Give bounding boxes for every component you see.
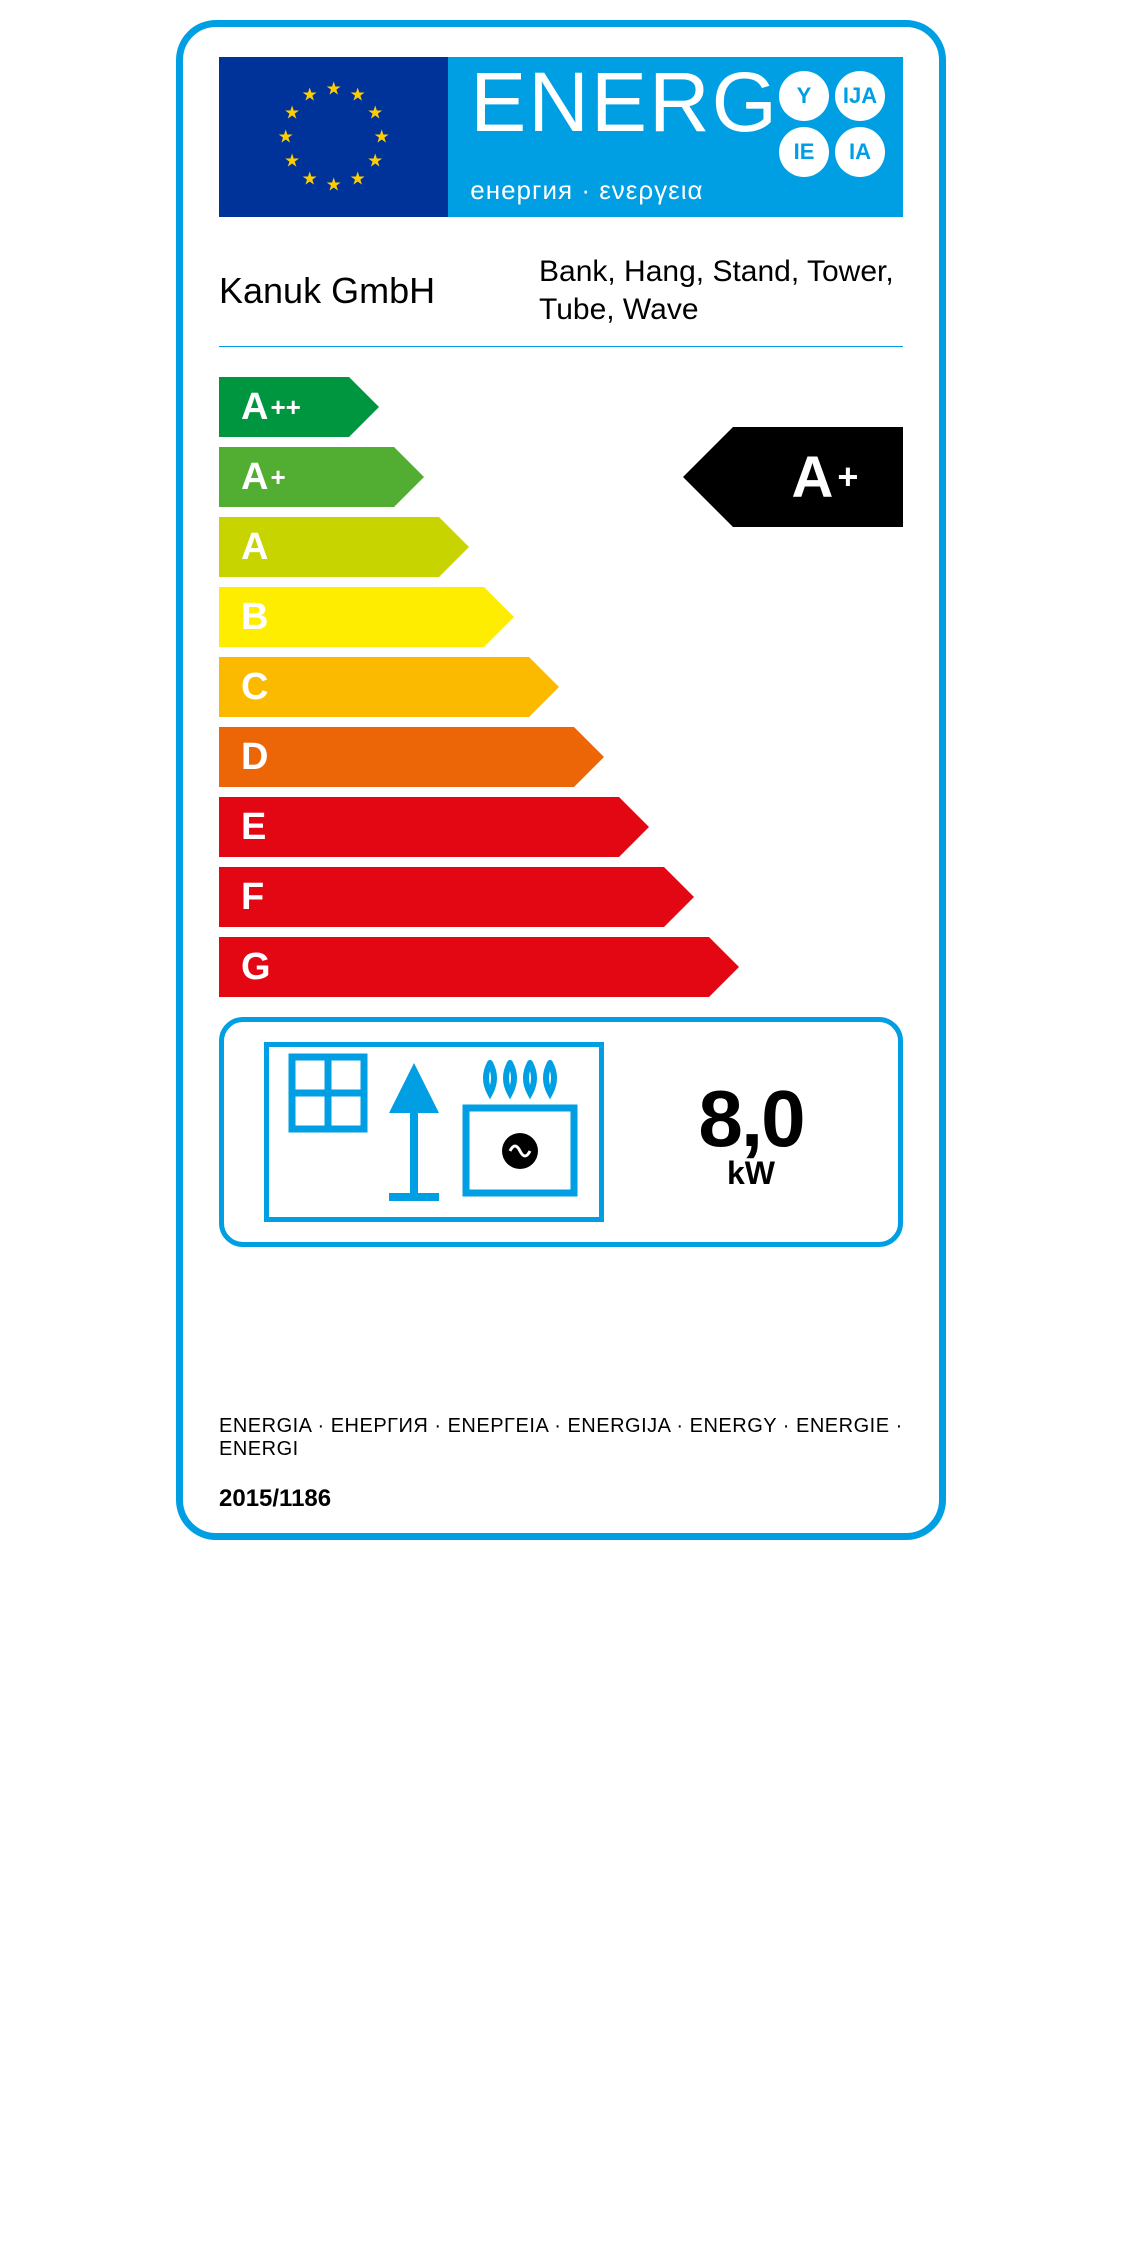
energ-badge: Y xyxy=(779,71,829,121)
window-icon xyxy=(288,1053,368,1203)
lamp-icon xyxy=(379,1053,449,1203)
efficiency-bar-row: A+ xyxy=(219,447,709,507)
eu-star-icon: ★ xyxy=(284,151,300,172)
eu-star-icon: ★ xyxy=(367,151,383,172)
eu-flag: ★★★★★★★★★★★★ xyxy=(219,57,448,217)
efficiency-bar-row: C xyxy=(219,657,709,717)
eu-star-icon: ★ xyxy=(278,127,294,148)
eu-stars: ★★★★★★★★★★★★ xyxy=(279,82,389,192)
rating-indicator: A+ xyxy=(733,427,903,527)
eu-star-icon: ★ xyxy=(302,168,318,189)
efficiency-bar-sup: ++ xyxy=(270,392,300,423)
efficiency-bar-row: G xyxy=(219,937,709,997)
efficiency-bar-row: A xyxy=(219,517,709,577)
efficiency-bar: B xyxy=(219,587,484,647)
energ-subtitle: енергия · ενεργεια xyxy=(470,175,885,206)
power-value: 8,0 xyxy=(644,1073,858,1165)
efficiency-bar-label: C xyxy=(241,666,268,709)
header: ★★★★★★★★★★★★ ENERG YIJAIEIA енергия · εν… xyxy=(219,57,903,217)
eu-star-icon: ★ xyxy=(367,103,383,124)
energ-badge: IJA xyxy=(835,71,885,121)
efficiency-bar: A xyxy=(219,517,439,577)
efficiency-bar: E xyxy=(219,797,619,857)
efficiency-bar-label: D xyxy=(241,736,268,779)
efficiency-bar-row: E xyxy=(219,797,709,857)
efficiency-bar-label: G xyxy=(241,946,271,989)
eu-star-icon: ★ xyxy=(374,127,390,148)
energy-label: ★★★★★★★★★★★★ ENERG YIJAIEIA енергия · εν… xyxy=(176,20,946,1540)
regulation-number: 2015/1186 xyxy=(219,1485,903,1513)
efficiency-bar: C xyxy=(219,657,529,717)
efficiency-bar-label: A xyxy=(241,526,268,569)
energ-banner: ENERG YIJAIEIA енергия · ενεργεια xyxy=(448,57,903,217)
efficiency-bar-row: F xyxy=(219,867,709,927)
power-value-block: 8,0 kW xyxy=(644,1073,858,1192)
efficiency-bar-label: A xyxy=(241,456,268,499)
efficiency-bar-label: B xyxy=(241,596,268,639)
efficiency-bar: G xyxy=(219,937,709,997)
info-row: Kanuk GmbH Bank, Hang, Stand, Tower, Tub… xyxy=(219,253,903,347)
efficiency-bar: A+ xyxy=(219,447,394,507)
eu-star-icon: ★ xyxy=(326,175,342,196)
energ-badge: IE xyxy=(779,127,829,177)
energ-title: ENERG xyxy=(470,65,779,141)
eu-star-icon: ★ xyxy=(350,85,366,106)
energ-badges: YIJAIEIA xyxy=(779,71,885,177)
stove-icon xyxy=(460,1053,580,1203)
efficiency-scale: A++A+ABCDEFG A+ xyxy=(219,377,903,1007)
power-box: 8,0 kW xyxy=(219,1017,903,1247)
rating-label: A xyxy=(792,444,834,511)
eu-star-icon: ★ xyxy=(302,85,318,106)
models: Bank, Hang, Stand, Tower, Tube, Wave xyxy=(539,253,903,328)
energ-badge: IA xyxy=(835,127,885,177)
efficiency-bar-label: E xyxy=(241,806,266,849)
efficiency-bar-sup: + xyxy=(270,462,285,493)
efficiency-bar: A++ xyxy=(219,377,349,437)
rating-sup: + xyxy=(837,456,858,498)
efficiency-bar-row: A++ xyxy=(219,377,709,437)
eu-star-icon: ★ xyxy=(284,103,300,124)
eu-star-icon: ★ xyxy=(350,168,366,189)
efficiency-bar-row: D xyxy=(219,727,709,787)
efficiency-bar-row: B xyxy=(219,587,709,647)
footer-languages: ENERGIA · ЕНЕРГИЯ · ΕΝΕΡΓΕΙΑ · ENERGIJA … xyxy=(219,1415,903,1461)
efficiency-bar: F xyxy=(219,867,664,927)
efficiency-bar: D xyxy=(219,727,574,787)
efficiency-bar-label: F xyxy=(241,876,264,919)
eu-star-icon: ★ xyxy=(326,79,342,100)
heater-pictogram xyxy=(264,1042,604,1222)
power-unit: kW xyxy=(644,1155,858,1192)
efficiency-bar-label: A xyxy=(241,386,268,429)
efficiency-bars: A++A+ABCDEFG xyxy=(219,377,709,1007)
manufacturer: Kanuk GmbH xyxy=(219,253,539,328)
